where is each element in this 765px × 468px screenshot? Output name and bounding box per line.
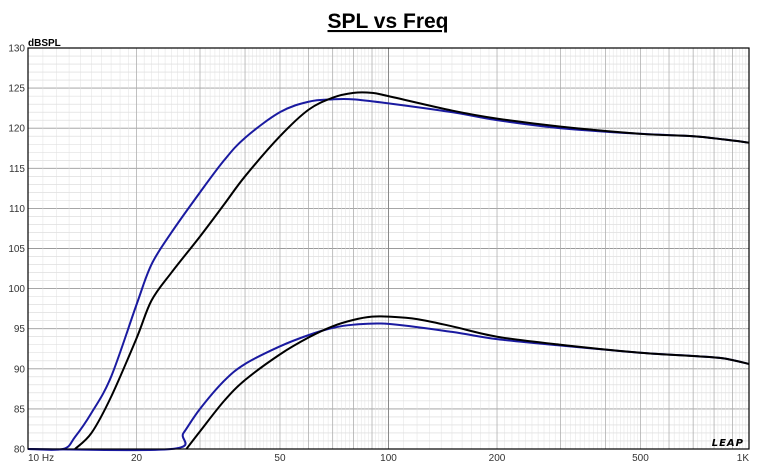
- x-tick-label: 50: [274, 453, 286, 464]
- y-tick-label: 120: [8, 124, 25, 135]
- y-tick-label: 115: [9, 164, 25, 175]
- grid-lines: [27, 47, 749, 450]
- x-tick-label: 20: [131, 453, 143, 464]
- y-axis-unit-label: dBSPL: [28, 38, 61, 49]
- y-tick-label: 130: [8, 44, 25, 55]
- y-tick-label: 100: [8, 284, 25, 295]
- y-tick-labels: 80 85 90 95 100 105 110 115 120 125 130: [8, 44, 25, 456]
- y-tick-label: 95: [14, 324, 26, 335]
- x-tick-label: 100: [380, 453, 397, 464]
- series-line-4: [185, 315, 750, 450]
- x-tick-label: 10 Hz: [28, 453, 54, 464]
- y-tick-label: 125: [8, 84, 25, 95]
- leap-watermark: LEAP: [712, 438, 744, 449]
- plot-frame: [27, 47, 750, 450]
- series-lines: [27, 91, 750, 452]
- y-tick-label: 110: [9, 204, 25, 215]
- x-tick-label: 1K: [737, 453, 750, 464]
- series-line-1: [27, 97, 750, 451]
- x-tick-labels: 10 Hz 20 50 100 200 500 1K: [28, 453, 749, 464]
- x-tick-label: 500: [632, 453, 649, 464]
- series-line-2: [74, 91, 750, 450]
- x-tick-label: 200: [489, 453, 506, 464]
- y-tick-label: 85: [14, 404, 26, 415]
- y-tick-label: 90: [14, 364, 26, 375]
- y-tick-label: 105: [8, 244, 25, 255]
- chart-title: SPL vs Freq: [328, 10, 449, 33]
- y-tick-label: 80: [14, 445, 26, 456]
